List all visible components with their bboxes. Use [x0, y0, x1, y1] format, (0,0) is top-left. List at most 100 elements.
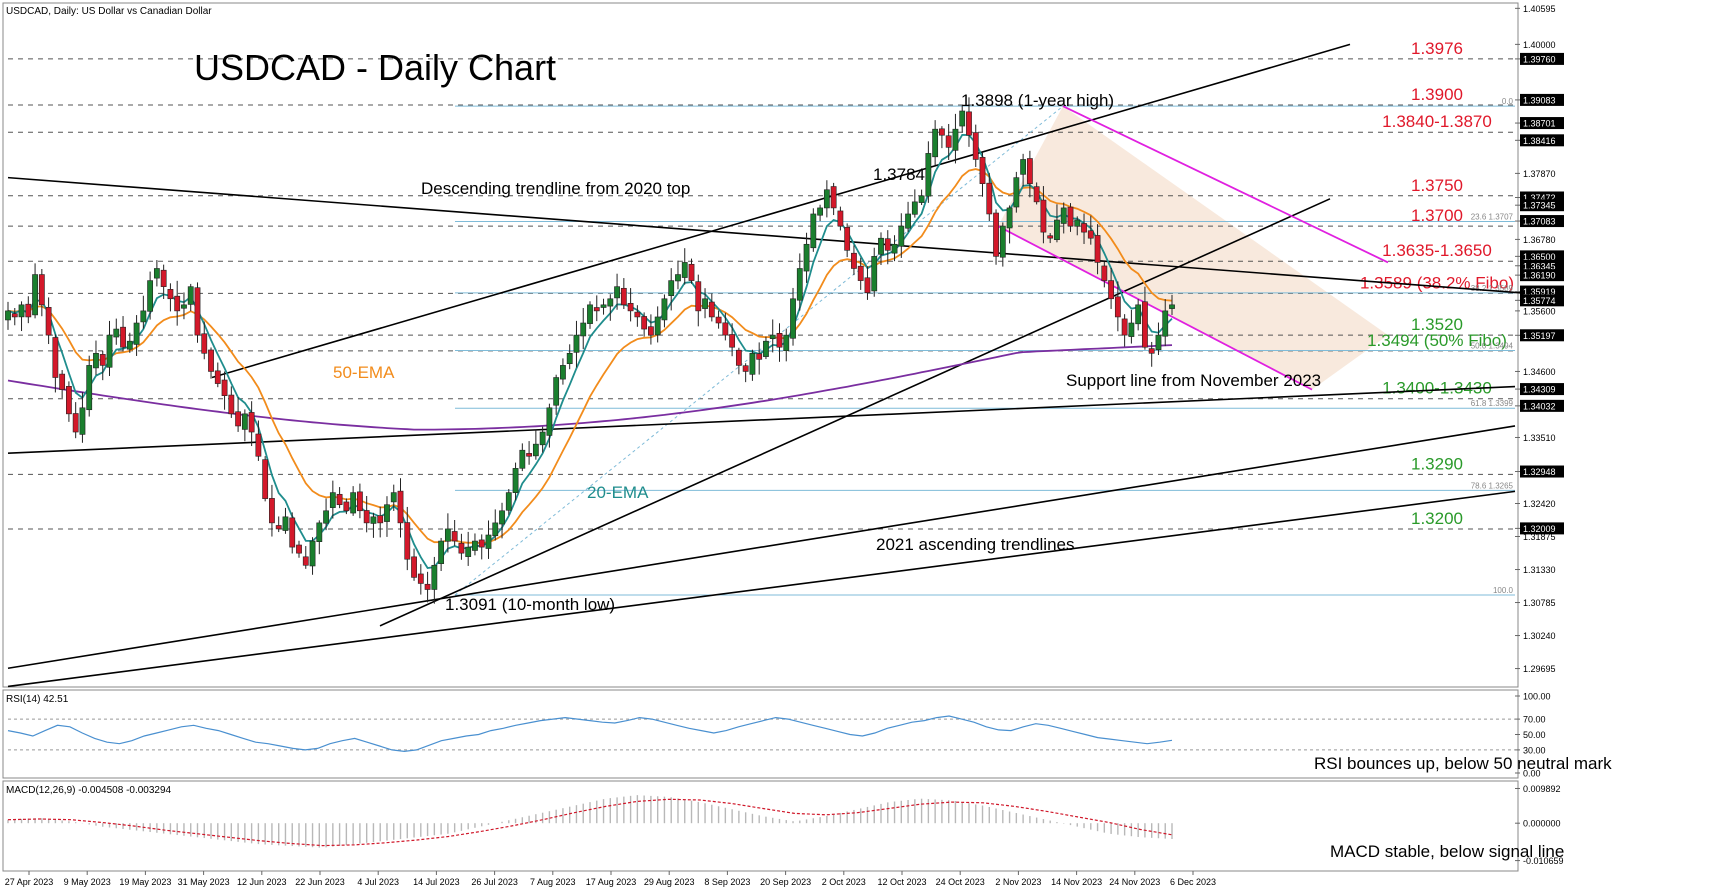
candle-body — [66, 386, 72, 415]
price-tag — [1520, 294, 1564, 307]
candle-body — [566, 352, 573, 365]
level-label: 1.3700 — [1411, 206, 1463, 225]
candle-body — [431, 564, 438, 590]
candle-body — [905, 213, 911, 229]
level-label: 1.3494 (50% Fibo) — [1367, 331, 1507, 350]
candle-body — [966, 111, 972, 136]
candle-body — [634, 311, 641, 318]
level-label: 1.3290 — [1411, 454, 1463, 473]
candle-body — [952, 128, 959, 151]
candle-body — [668, 280, 675, 296]
candle-body — [702, 298, 708, 309]
price-tag — [1520, 199, 1564, 212]
candle-body — [235, 411, 241, 427]
candle-body — [32, 274, 38, 316]
ema200-line — [7, 344, 1173, 431]
level-label: 1.3976 — [1411, 39, 1463, 58]
candle-body — [959, 110, 966, 127]
candle-body — [444, 528, 451, 542]
price-tag — [1520, 399, 1564, 412]
candle-body — [126, 340, 133, 350]
y-tick-label: 1.39083 — [1523, 95, 1556, 105]
candle-body — [417, 573, 424, 584]
candle-body — [424, 583, 431, 590]
price-tag — [1520, 215, 1564, 228]
candle-body — [404, 522, 411, 560]
candle-body — [465, 546, 472, 557]
candle-body — [627, 303, 634, 312]
asc-trend-label: 2021 ascending trendlines — [876, 535, 1074, 554]
candle-body — [1081, 223, 1087, 233]
y-tick-label: 1.38701 — [1523, 119, 1556, 129]
candle-body — [208, 349, 214, 372]
candle-body — [891, 243, 898, 254]
y-tick-label: 1.37472 — [1523, 193, 1556, 203]
candle-body — [593, 307, 600, 312]
candle-body — [1026, 158, 1033, 184]
candle-body — [302, 556, 309, 566]
level-label: 1.3589 (38.2% Fibo) — [1360, 273, 1514, 292]
ascending-trendline-upper — [7, 425, 1516, 670]
x-tick-label: 29 Aug 2023 — [644, 877, 695, 887]
x-tick-label: 14 Jul 2023 — [413, 877, 460, 887]
candle-body — [911, 201, 918, 215]
price-tag — [1520, 134, 1564, 147]
candle-body — [1114, 296, 1121, 318]
candle-body — [661, 298, 668, 321]
candle-body — [539, 431, 546, 446]
candle-body — [796, 268, 803, 301]
x-tick-label: 2 Nov 2023 — [995, 877, 1041, 887]
candle-body — [201, 333, 208, 354]
channel-upper-line — [211, 43, 1351, 379]
candle-body — [241, 413, 248, 430]
candle-body — [282, 516, 289, 531]
candle-body — [18, 304, 25, 318]
candle-body — [1094, 235, 1101, 263]
candle-body — [329, 492, 336, 508]
candle-body — [519, 449, 526, 469]
candle-body — [817, 207, 823, 216]
macd-signal-line — [7, 798, 1173, 847]
candle-body — [1121, 318, 1128, 336]
desc-trend-label: Descending trendline from 2020 top — [421, 179, 690, 198]
candle-body — [5, 310, 11, 321]
y-tick-label: 1.30785 — [1523, 598, 1556, 608]
y-tick-label: 1.33510 — [1523, 433, 1556, 443]
candle-body — [93, 352, 99, 369]
candle-body — [1101, 265, 1108, 281]
channel-fill — [998, 106, 1388, 390]
candle-body — [411, 556, 417, 578]
candle-body — [1108, 280, 1114, 300]
high-1y-label: 1.3898 (1-year high) — [961, 91, 1114, 110]
candle-body — [803, 243, 810, 272]
y-tick-label: 1.32948 — [1523, 467, 1556, 477]
candle-body — [323, 510, 329, 524]
y-tick-label: 1.37345 — [1523, 201, 1556, 211]
price-tag — [1520, 52, 1564, 65]
candle-body — [735, 349, 742, 366]
candle-body — [275, 525, 282, 530]
candle-body — [648, 326, 654, 336]
price-tag — [1520, 259, 1564, 272]
ascending-trendline-lower — [7, 490, 1516, 688]
candle-body — [1148, 348, 1155, 354]
candle-body — [499, 510, 505, 525]
symbol-line: USDCAD, Daily: US Dollar vs Canadian Dol… — [6, 6, 212, 17]
candle-body — [722, 322, 729, 336]
candle-body — [993, 212, 999, 257]
level-label: 1.3635-1.3650 — [1382, 241, 1492, 260]
candle-body — [45, 307, 52, 336]
candle-body — [945, 135, 952, 148]
candle-body — [289, 517, 296, 548]
y-tick-label: 1.40000 — [1523, 40, 1556, 50]
x-tick-label: 8 Sep 2023 — [704, 877, 750, 887]
macd-pane-frame — [2, 780, 1519, 872]
candle-body — [221, 379, 228, 396]
price-tag — [1520, 117, 1564, 130]
candle-body — [823, 189, 830, 209]
x-tick-label: 26 Jul 2023 — [471, 877, 518, 887]
candle-body — [878, 237, 884, 255]
candle-body — [390, 492, 397, 503]
support-line-label: Support line from November 2023 — [1066, 371, 1321, 390]
